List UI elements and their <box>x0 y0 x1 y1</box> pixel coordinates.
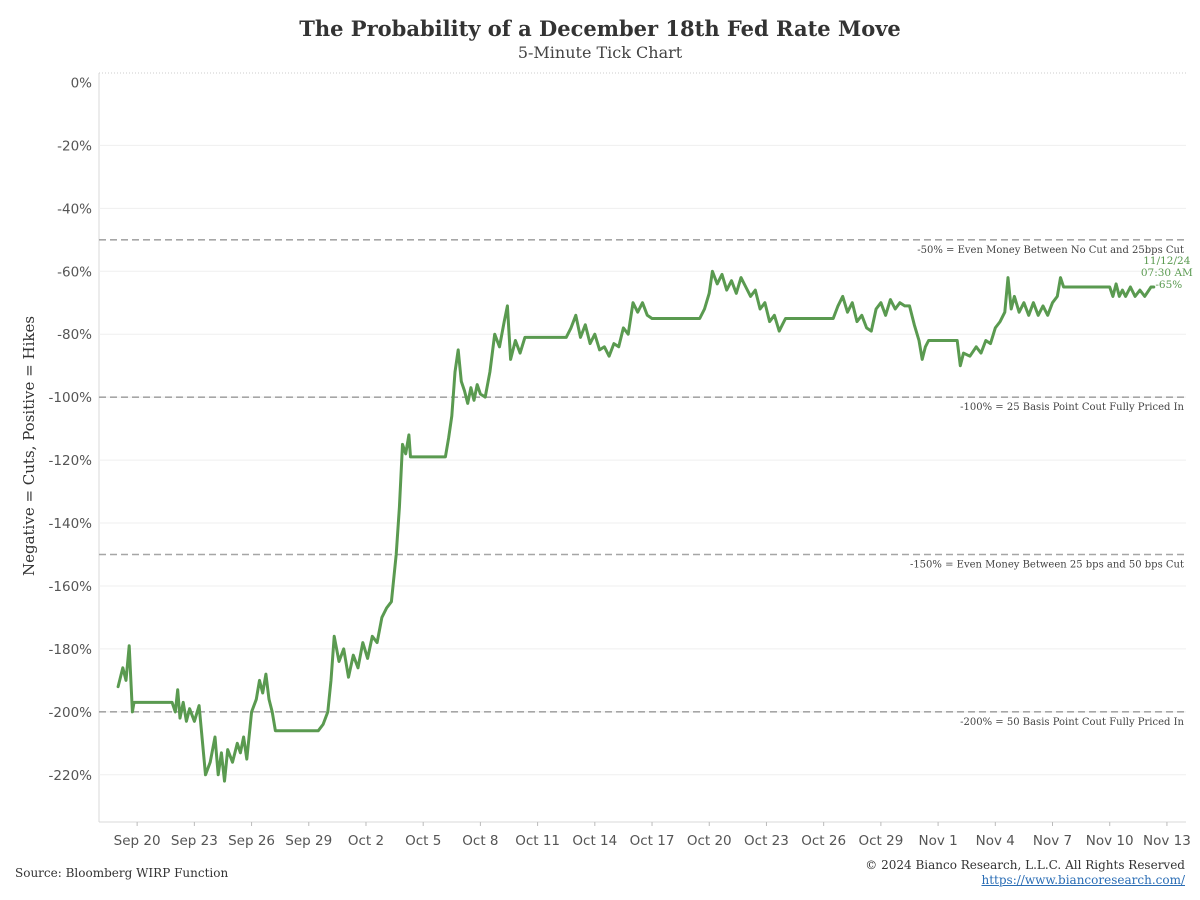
x-tick-label: Oct 14 <box>572 833 617 849</box>
y-tick-label: -80% <box>57 327 92 343</box>
footer-credits: © 2024 Bianco Research, L.L.C. All Right… <box>865 858 1185 888</box>
x-tick-label: Oct 20 <box>687 833 732 849</box>
x-tick-label: Nov 10 <box>1086 833 1134 849</box>
x-tick-label: Sep 20 <box>114 833 161 849</box>
y-tick-label: -120% <box>49 453 93 469</box>
chart-title: The Probability of a December 18th Fed R… <box>299 16 901 41</box>
last-value-text: -65% <box>1155 279 1182 291</box>
y-tick-label: -20% <box>57 138 92 154</box>
y-tick-label: -40% <box>57 201 92 217</box>
reference-lines: -50% = Even Money Between No Cut and 25b… <box>99 238 1186 728</box>
x-tick-label: Nov 7 <box>1033 833 1072 849</box>
x-axis: Sep 20 Sep 23 Sep 26 Sep 29 Oct 2 Oct 5 Oct 8 O… <box>114 822 1191 849</box>
x-tick-label: Nov 1 <box>918 833 957 849</box>
y-tick-label: -60% <box>57 264 92 280</box>
x-tick-label: Oct 17 <box>630 833 675 849</box>
x-tick-label: Oct 8 <box>462 833 498 849</box>
x-tick-label: Oct 2 <box>348 833 384 849</box>
reference-line-label: -100% = 25 Basis Point Cout Fully Priced… <box>960 402 1184 413</box>
reference-line-label: -50% = Even Money Between No Cut and 25b… <box>917 245 1184 256</box>
y-tick-label: -200% <box>49 705 93 721</box>
last-value-text: 07:30 AM <box>1141 267 1193 279</box>
y-tick-label: -140% <box>49 516 93 532</box>
series-layer <box>116 269 1156 783</box>
series-line <box>116 269 1156 783</box>
grid-lines <box>98 72 1186 823</box>
y-tick-label: -220% <box>49 768 93 784</box>
x-tick-label: Nov 4 <box>976 833 1015 849</box>
y-tick-label: -180% <box>49 642 93 658</box>
x-tick-label: Oct 5 <box>405 833 441 849</box>
website-link[interactable]: https://www.biancoresearch.com/ <box>981 873 1185 887</box>
y-tick-label: 0% <box>71 75 93 91</box>
copyright-text: © 2024 Bianco Research, L.L.C. All Right… <box>865 858 1185 872</box>
x-tick-label: Oct 11 <box>515 833 560 849</box>
y-tick-label: -160% <box>49 579 93 595</box>
x-tick-label: Nov 13 <box>1143 833 1191 849</box>
source-note: Source: Bloomberg WIRP Function <box>15 866 229 880</box>
y-axis: 0% -20% -40% -60% -80% -100% -120% -140% -160% -1… <box>49 75 93 783</box>
x-tick-label: Oct 23 <box>744 833 789 849</box>
x-tick-label: Oct 29 <box>858 833 903 849</box>
chart-subtitle: 5-Minute Tick Chart <box>517 43 683 62</box>
x-tick-label: Sep 26 <box>228 833 275 849</box>
x-tick-label: Oct 26 <box>801 833 846 849</box>
reference-line-label: -150% = Even Money Between 25 bps and 50… <box>910 560 1184 571</box>
y-axis-title: Negative = Cuts, Positive = Hikes <box>20 316 38 576</box>
x-tick-label: Sep 29 <box>285 833 332 849</box>
y-tick-label: -100% <box>49 390 93 406</box>
last-value-text: 11/12/24 <box>1143 255 1190 267</box>
reference-line-label: -200% = 50 Basis Point Cout Fully Priced… <box>960 717 1184 728</box>
x-tick-label: Sep 23 <box>171 833 218 849</box>
